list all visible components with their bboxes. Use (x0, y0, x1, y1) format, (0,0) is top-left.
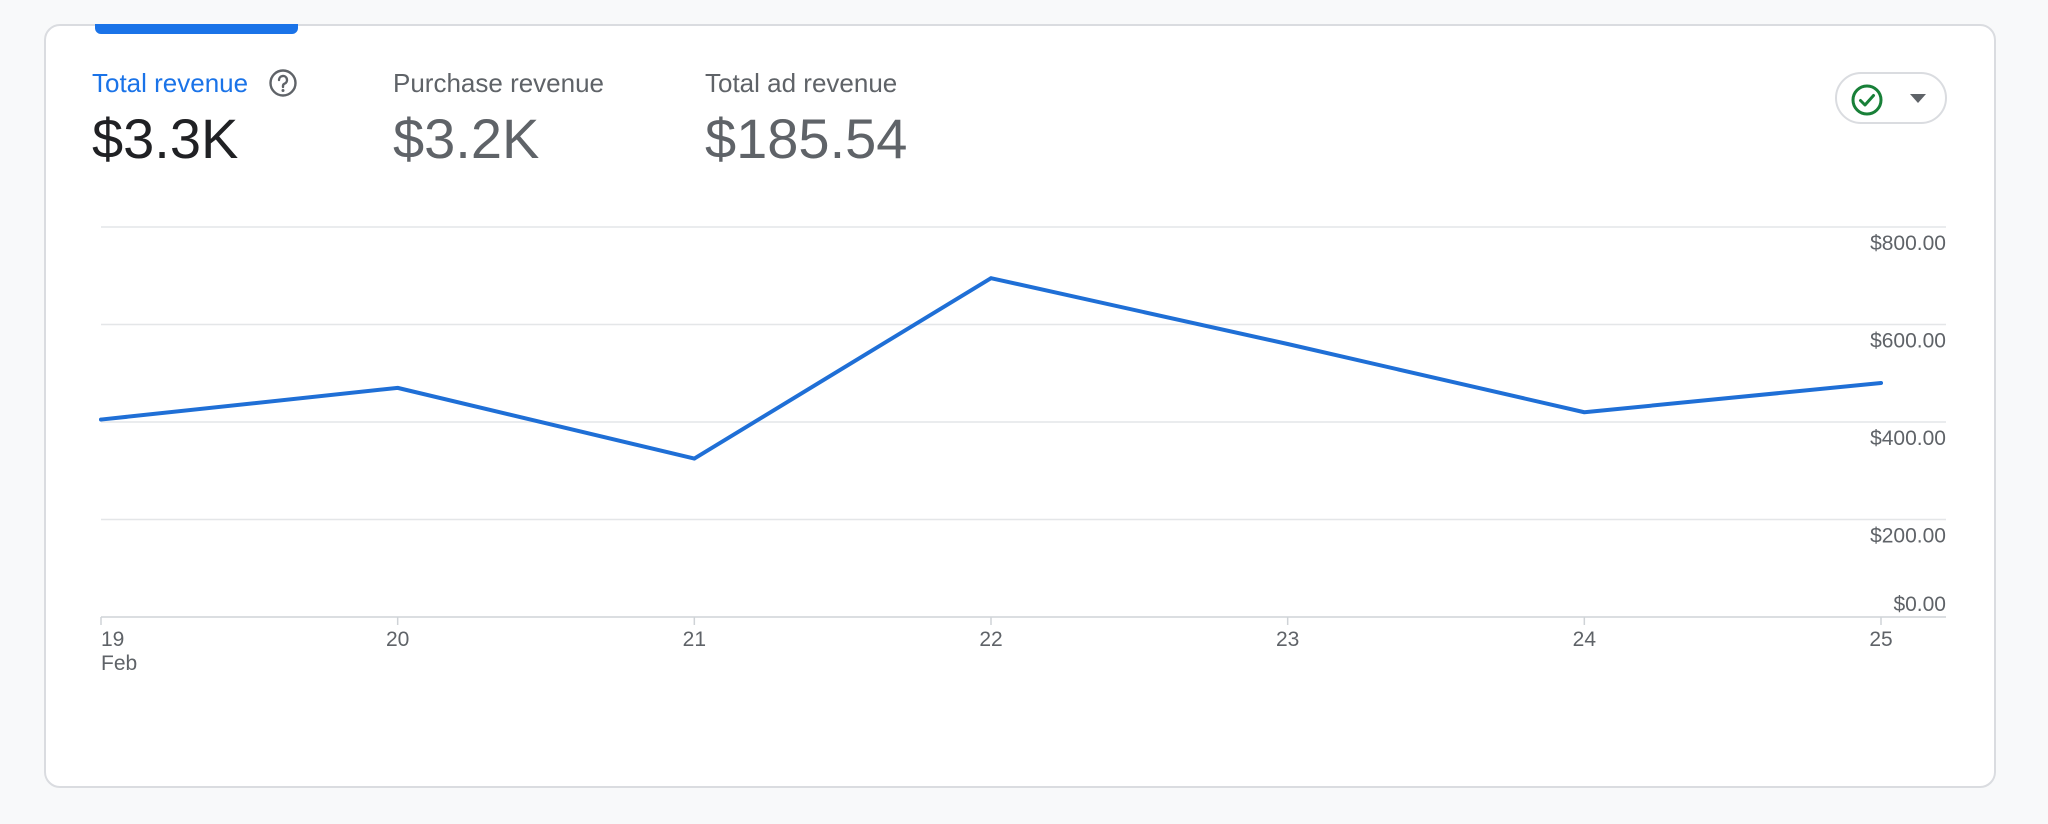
data-point (395, 386, 400, 390)
active-tab-indicator (95, 24, 298, 34)
data-point (1879, 381, 1883, 385)
data-point (1285, 342, 1290, 346)
x-tick-label: 22 (979, 628, 1002, 651)
y-tick-label: $800.00 (1870, 232, 1946, 255)
x-tick-label: 23 (1276, 628, 1299, 651)
caret-down-icon (1910, 94, 1926, 103)
x-tick-label: 19 (101, 628, 124, 651)
y-tick-label: $0.00 (1893, 593, 1946, 616)
data-point (99, 417, 103, 422)
y-tick-label: $400.00 (1870, 427, 1946, 450)
status-dropdown[interactable] (1835, 72, 1947, 124)
help-circle-icon[interactable] (268, 68, 298, 98)
x-tick-label: 25 (1869, 628, 1892, 651)
metric-label: Purchase revenue (393, 68, 605, 98)
check-circle-icon (1851, 84, 1883, 116)
y-tick-label: $600.00 (1870, 330, 1946, 353)
metric-value: $185.54 (705, 107, 908, 170)
series-line (99, 276, 1883, 461)
data-point (692, 456, 697, 461)
data-point (1582, 410, 1587, 415)
data-point (989, 276, 993, 280)
revenue-card (44, 24, 1996, 788)
metric-value: $3.3K (92, 107, 239, 170)
metric-value: $3.2K (393, 107, 540, 170)
x-tick-sublabel: Feb (101, 652, 137, 675)
x-tick-label: 20 (386, 628, 409, 651)
metric-label: Total revenue (92, 68, 249, 98)
metric-label: Total ad revenue (705, 68, 898, 98)
y-tick-label: $200.00 (1870, 525, 1946, 548)
x-tick-label: 24 (1573, 628, 1597, 651)
x-tick-label: 21 (683, 628, 706, 651)
